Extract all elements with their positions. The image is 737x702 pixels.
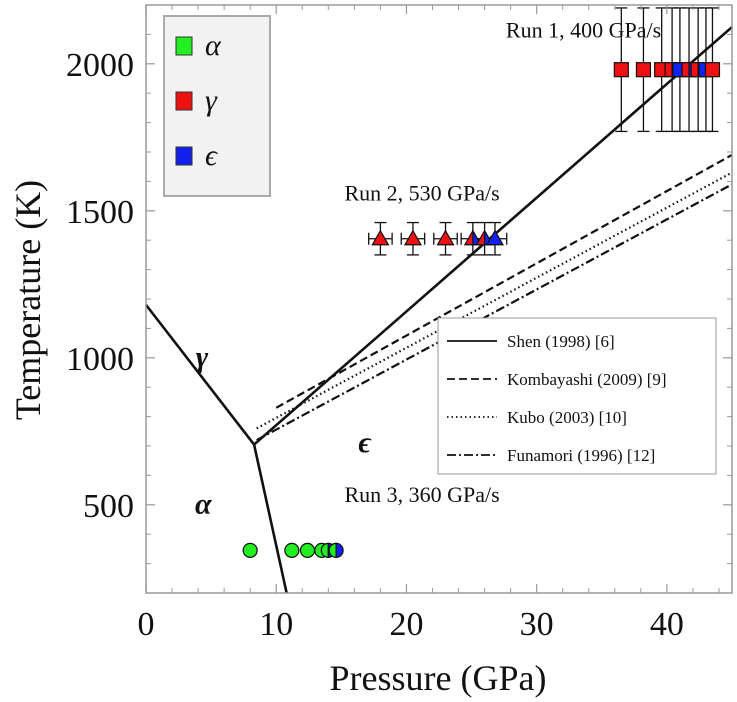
run3-circle-marker (242, 542, 258, 558)
x-tick-label: 0 (138, 606, 155, 643)
phase-legend-symbol: γ (205, 84, 218, 117)
line-legend-label: Shen (1998) [6] (507, 332, 615, 351)
y-tick-label: 1500 (66, 194, 134, 231)
run2-triangle-marker (485, 229, 505, 246)
phase-region-label: α (195, 488, 212, 521)
data-points-layer (242, 62, 721, 558)
run3-circle-marker (299, 542, 316, 558)
x-axis-label: Pressure (GPa) (330, 658, 547, 698)
line-legend-box (437, 317, 717, 475)
run1-square-marker (613, 62, 629, 78)
phase-boundary-line (144, 304, 256, 446)
boundary-line-dashed (275, 153, 733, 409)
phase-legend: αγϵ (163, 15, 271, 197)
x-tick-label: 30 (520, 606, 554, 643)
phase-legend-swatch (175, 146, 193, 166)
x-tick-label: 40 (650, 606, 684, 643)
run2-triangle-marker (436, 229, 455, 246)
run3-circle-marker-epsilon-half (335, 542, 344, 558)
phase-region-label: γ (196, 341, 209, 374)
phase-legend-swatch (175, 91, 193, 111)
run1-square-marker (635, 62, 652, 78)
run-label: Run 1, 400 GPa/s (506, 17, 661, 42)
y-tick-label: 1000 (66, 341, 134, 378)
line-legend-label: Kubo (2003) [10] (507, 408, 627, 427)
line-legend-label: Kombayashi (2009) [9] (507, 370, 667, 389)
phase-region-label: ϵ (358, 426, 371, 459)
x-tick-label: 20 (389, 606, 423, 643)
run-label: Run 2, 530 GPa/s (344, 181, 499, 206)
run-label: Run 3, 360 GPa/s (344, 482, 499, 507)
y-tick-label: 500 (83, 488, 134, 525)
line-legend-label: Funamori (1996) [12] (507, 446, 655, 465)
line-legend: Shen (1998) [6] Kombayashi (2009) [9] Kubo… (437, 317, 717, 475)
phase-legend-swatch (175, 36, 193, 56)
y-tick-label: 2000 (66, 47, 134, 84)
run2-triangle-marker (403, 229, 422, 246)
run2-triangle-marker (371, 229, 390, 246)
boundary-line-dashdot (256, 183, 733, 442)
y-axis-label: Temperature (K) (8, 180, 48, 420)
axes-layer: 0 10 20 30 40 500 1000 1500 2000 (66, 4, 732, 643)
phase-legend-symbol: α (205, 29, 222, 62)
error-bars-layer (368, 7, 720, 256)
x-tick-label: 10 (259, 606, 293, 643)
boundary-lines-layer (256, 153, 733, 442)
phase-boundary-line (252, 444, 288, 594)
phase-legend-symbol: ϵ (205, 139, 219, 172)
run1-square-marker (704, 62, 721, 78)
run3-circle-marker (284, 542, 300, 558)
